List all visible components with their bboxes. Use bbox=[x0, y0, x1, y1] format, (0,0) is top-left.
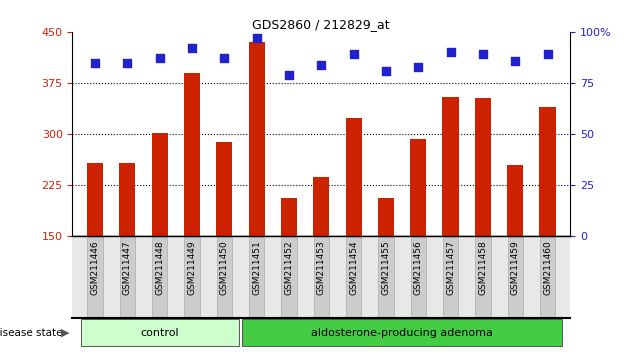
Bar bbox=[313, 177, 329, 236]
Point bbox=[122, 60, 132, 65]
Text: GSM211456: GSM211456 bbox=[414, 240, 423, 295]
Bar bbox=[119, 164, 135, 236]
Text: ▶: ▶ bbox=[61, 327, 69, 338]
FancyBboxPatch shape bbox=[314, 237, 329, 318]
Point bbox=[348, 52, 358, 57]
FancyBboxPatch shape bbox=[282, 237, 297, 318]
Bar bbox=[507, 165, 524, 236]
FancyBboxPatch shape bbox=[217, 237, 232, 318]
Point bbox=[381, 68, 391, 74]
Bar bbox=[345, 119, 362, 236]
FancyBboxPatch shape bbox=[346, 237, 361, 318]
Point bbox=[316, 62, 326, 67]
Text: GSM211457: GSM211457 bbox=[446, 240, 455, 295]
FancyBboxPatch shape bbox=[120, 237, 135, 318]
Text: GSM211452: GSM211452 bbox=[285, 240, 294, 295]
Text: GSM211446: GSM211446 bbox=[91, 240, 100, 295]
Text: GSM211453: GSM211453 bbox=[317, 240, 326, 295]
Bar bbox=[410, 139, 427, 236]
Text: disease state: disease state bbox=[0, 327, 66, 338]
Title: GDS2860 / 212829_at: GDS2860 / 212829_at bbox=[253, 18, 390, 31]
Point bbox=[251, 35, 261, 41]
FancyBboxPatch shape bbox=[443, 237, 458, 318]
FancyBboxPatch shape bbox=[508, 237, 523, 318]
FancyBboxPatch shape bbox=[475, 237, 491, 318]
Bar bbox=[378, 198, 394, 236]
Text: GSM211450: GSM211450 bbox=[220, 240, 229, 295]
Point bbox=[90, 60, 100, 65]
Text: GSM211460: GSM211460 bbox=[543, 240, 552, 295]
Text: control: control bbox=[140, 327, 179, 338]
FancyBboxPatch shape bbox=[411, 237, 426, 318]
FancyBboxPatch shape bbox=[540, 237, 555, 318]
FancyBboxPatch shape bbox=[88, 237, 103, 318]
Bar bbox=[216, 142, 232, 236]
Text: GSM211455: GSM211455 bbox=[381, 240, 391, 295]
Point bbox=[445, 50, 455, 55]
Bar bbox=[442, 97, 459, 236]
Text: GSM211454: GSM211454 bbox=[349, 240, 358, 295]
Bar bbox=[249, 42, 265, 236]
FancyBboxPatch shape bbox=[249, 237, 265, 318]
Point bbox=[478, 52, 488, 57]
Text: aldosterone-producing adenoma: aldosterone-producing adenoma bbox=[311, 327, 493, 338]
FancyBboxPatch shape bbox=[185, 237, 200, 318]
Text: GSM211447: GSM211447 bbox=[123, 240, 132, 295]
Point bbox=[187, 45, 197, 51]
Text: GSM211449: GSM211449 bbox=[188, 240, 197, 295]
Text: GSM211451: GSM211451 bbox=[252, 240, 261, 295]
FancyBboxPatch shape bbox=[242, 319, 562, 346]
Point bbox=[413, 64, 423, 69]
FancyBboxPatch shape bbox=[378, 237, 394, 318]
Text: GSM211448: GSM211448 bbox=[155, 240, 164, 295]
Point bbox=[155, 56, 165, 61]
FancyBboxPatch shape bbox=[152, 237, 168, 318]
Point bbox=[542, 52, 553, 57]
Point bbox=[510, 58, 520, 63]
Bar bbox=[184, 73, 200, 236]
Bar bbox=[475, 98, 491, 236]
Bar bbox=[539, 107, 556, 236]
Bar bbox=[87, 163, 103, 236]
Point bbox=[284, 72, 294, 78]
Text: GSM211458: GSM211458 bbox=[478, 240, 488, 295]
Text: GSM211459: GSM211459 bbox=[511, 240, 520, 295]
FancyBboxPatch shape bbox=[81, 319, 239, 346]
Bar bbox=[281, 198, 297, 236]
Bar bbox=[152, 133, 168, 236]
Point bbox=[219, 56, 229, 61]
